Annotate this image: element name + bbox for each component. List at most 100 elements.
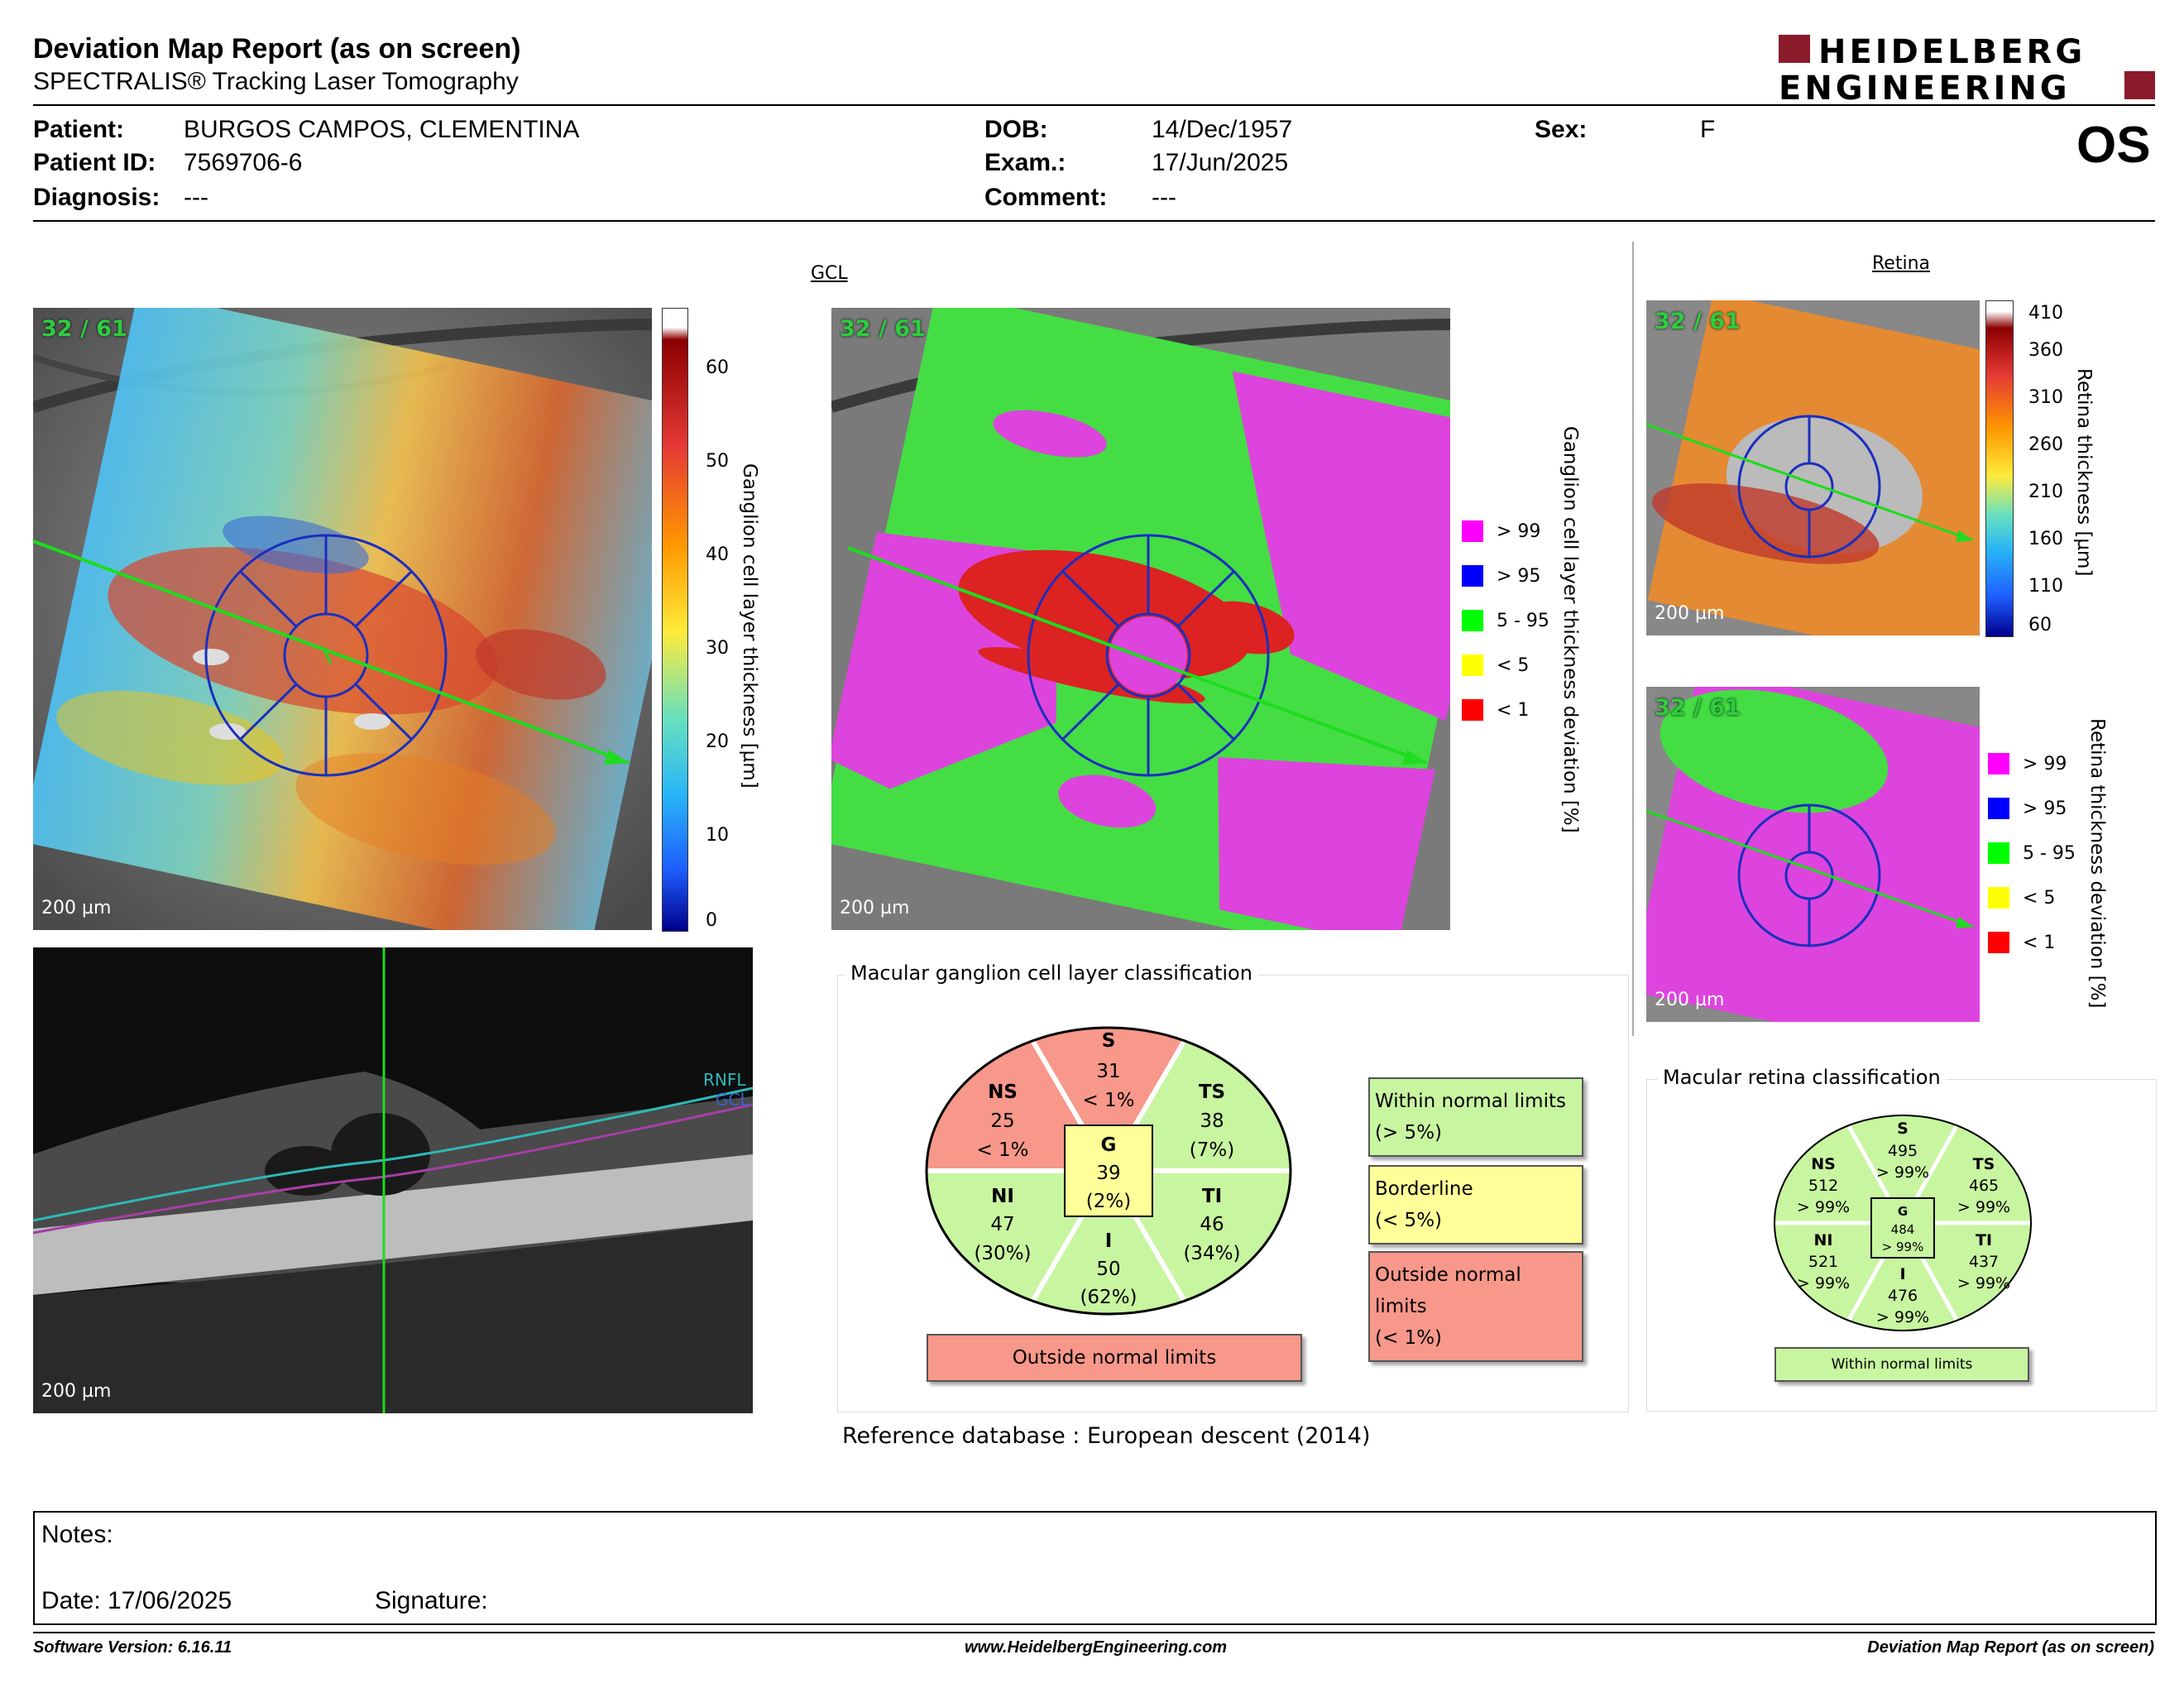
report-subtitle: SPECTRALIS® Tracking Laser Tomography [33,68,519,95]
gcl-deviation-map: 32 / 61 200 µm [831,308,1450,930]
gcl-thickness-scale: 200 µm [41,898,112,918]
sex: F [1700,116,1716,143]
retina-classification-title: Macular retina classification [1658,1066,1946,1089]
gcl-sector-s-value: 31 [1096,1061,1120,1082]
gcl-tick-50: 50 [706,451,729,472]
retina-sector-ts-pct: > 99% [1957,1198,2010,1216]
gcl-sector-ti-value: 46 [1200,1214,1224,1235]
gcl-sector-g-name: G [1101,1134,1117,1156]
gcl-sector-i-pct: (62%) [1080,1287,1137,1308]
gcl-thickness-badge: 32 / 61 [41,316,127,342]
gcl-sector-ti-pct: (34%) [1183,1243,1240,1264]
retina-sector-ti-pct: > 99% [1957,1274,2010,1292]
dob: 14/Dec/1957 [1152,116,1293,143]
gcl-section-title: GCL [811,263,848,284]
patient-id-label: Patient ID: [33,149,156,176]
gcl-tick-10: 10 [706,825,729,846]
retina-sector-s-pct: > 99% [1876,1163,1929,1182]
retina-sector-ni-value: 521 [1808,1253,1838,1271]
gcl-sector-i-name: I [1105,1230,1113,1252]
notes-box [33,1511,2157,1625]
gcl-sector-ti-name: TI [1202,1186,1222,1207]
rnfl-label: RNFL [703,1070,746,1090]
gcl-sector-ns-pct: < 1% [976,1139,1028,1161]
gcl-classification-title: Macular ganglion cell layer classificati… [845,961,1257,985]
patient-label: Patient: [33,116,125,143]
retina-deviation-legend: > 99 > 95 5 - 95 < 5 < 1 [1988,741,2076,965]
bscan-scale: 200 µm [41,1381,112,1402]
gcl-tick-0: 0 [706,910,717,931]
gcl-thickness-colorbar [662,308,688,932]
gcl-tick-40: 40 [706,544,729,565]
gcl-sector-ts-value: 38 [1200,1110,1224,1132]
gcl-sector-ni-name: NI [991,1186,1014,1207]
retina-sector-i-value: 476 [1888,1287,1918,1305]
gcl-sector-s-name: S [1102,1030,1116,1052]
retina-sector-ni-pct: > 99% [1797,1274,1850,1292]
retina-tick-310: 310 [2028,387,2063,408]
legend-outside-normal: Outside normal limits (< 1%) [1368,1251,1583,1362]
exam-label: Exam.: [984,149,1066,176]
software-version: Software Version: 6.16.11 [33,1638,232,1657]
gcl-sector-ts-pct: (7%) [1190,1139,1234,1161]
sex-label: Sex: [1535,116,1588,143]
gcl-sector-g-value: 39 [1096,1163,1120,1184]
retina-deviation-scale: 200 µm [1655,990,1725,1010]
patient-name: BURGOS CAMPOS, CLEMENTINA [184,116,580,143]
footer-report-title: Deviation Map Report (as on screen) [1867,1638,2154,1657]
oct-bscan: RNFL GCL 200 µm [33,947,753,1413]
svg-text:ENGINEERING: ENGINEERING [1779,70,2071,104]
patient-id: 7569706-6 [184,149,303,176]
retina-legend-item: 5 - 95 [1988,831,2076,875]
retina-section-title: Retina [1872,253,1930,274]
gcl-sector-ni-value: 47 [990,1214,1014,1235]
gcl-sector-ts-name: TS [1199,1081,1225,1103]
gcl-legend-item: > 99 [1462,509,1549,554]
section-divider [1632,242,1634,1036]
retina-tick-210: 210 [2028,482,2063,502]
retina-sector-g-value: 484 [1891,1222,1915,1237]
gcl-sector-ns-name: NS [988,1081,1018,1103]
legend-within-normal: Within normal limits (> 5%) [1368,1077,1583,1157]
gcl-deviation-axis-label: Ganglion cell layer thickness deviation … [1559,426,1581,833]
gcl-thickness-map: 32 / 61 200 µm [33,308,652,930]
retina-sector-ns-pct: > 99% [1797,1198,1850,1216]
gcl-deviation-legend: > 99 > 95 5 - 95 < 5 < 1 [1462,509,1549,732]
retina-thickness-scale: 200 µm [1655,603,1725,624]
gcl-tick-60: 60 [706,357,729,378]
retina-tick-60: 60 [2028,615,2052,635]
retina-sector-ns-value: 512 [1808,1177,1838,1195]
retina-legend-item: > 99 [1988,741,2076,786]
notes-date: Date: 17/06/2025 [41,1587,232,1614]
website-link[interactable]: www.HeidelbergEngineering.com [965,1638,1228,1657]
retina-tick-360: 360 [2028,340,2063,361]
gcl-tick-20: 20 [706,731,729,752]
report-title: Deviation Map Report (as on screen) [33,33,521,65]
retina-tick-410: 410 [2028,303,2063,324]
gcl-result-badge: Outside normal limits [927,1334,1302,1382]
retina-thickness-badge: 32 / 61 [1655,309,1741,334]
gcl-sector-ni-pct: (30%) [974,1243,1031,1264]
retina-sector-ti-name: TI [1976,1231,1992,1249]
gcl-sector-chart: S 31 < 1% NS 25 < 1% TS 38 (7%) G 39 (2%… [925,1026,1292,1316]
retina-legend-item: < 5 [1988,875,2076,920]
eye-label: OS [2076,117,2151,174]
retina-sector-ts-value: 465 [1969,1177,1999,1195]
retina-sector-ts-name: TS [1973,1155,1995,1173]
retina-sector-i-name: I [1899,1265,1905,1283]
legend-borderline: Borderline (< 5%) [1368,1165,1583,1244]
retina-result-badge: Within normal limits [1774,1347,2029,1382]
gcl-legend-item: < 5 [1462,643,1549,688]
retina-sector-chart: S 495 > 99% NS 512 > 99% TS 465 > 99% G … [1774,1115,2032,1331]
gcl-legend-item: < 1 [1462,688,1549,732]
gcl-legend-item: > 95 [1462,554,1549,598]
retina-sector-g-name: G [1898,1204,1908,1219]
retina-tick-110: 110 [2028,576,2063,597]
gcl-thickness-axis-label: Ganglion cell layer thickness [µm] [739,463,760,789]
diagnosis-label: Diagnosis: [33,184,160,211]
svg-text:HEIDELBERG: HEIDELBERG [1818,33,2086,71]
heidelberg-logo: HEIDELBERG ENGINEERING [1779,33,2155,104]
gcl-deviation-badge: 32 / 61 [840,316,926,342]
signature-label: Signature: [375,1587,488,1614]
retina-legend-item: > 95 [1988,786,2076,831]
